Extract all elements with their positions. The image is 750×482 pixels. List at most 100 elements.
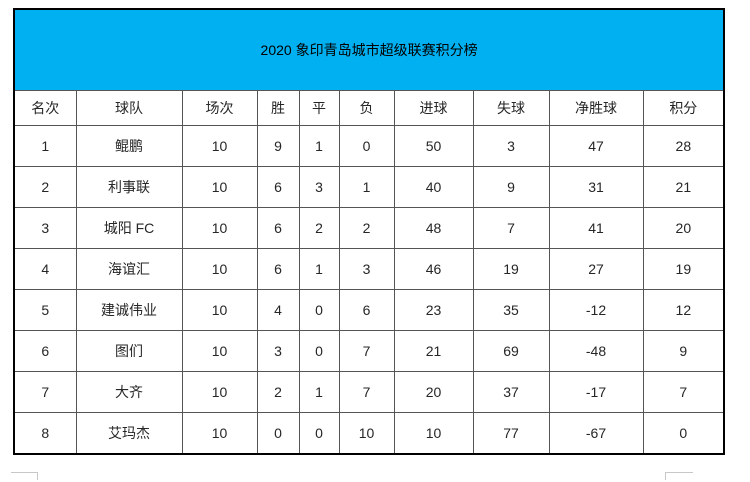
cell-rank: 1: [13, 125, 77, 167]
cell-goals-for: 21: [393, 330, 474, 372]
table-row: 4 海谊汇 10 6 1 3 46 19 27 19: [13, 248, 725, 290]
cell-goal-diff: 47: [548, 125, 644, 167]
column-header-points: 积分: [642, 90, 725, 126]
cell-losses: 1: [338, 166, 395, 208]
cell-rank: 5: [13, 289, 77, 331]
cell-losses: 0: [338, 125, 395, 167]
table-row: 5 建诚伟业 10 4 0 6 23 35 -12 12: [13, 289, 725, 331]
cell-rank: 7: [13, 371, 77, 413]
cell-losses: 7: [338, 330, 395, 372]
cell-played: 10: [181, 371, 258, 413]
cell-team: 鲲鹏: [75, 125, 183, 167]
cell-goal-diff: 31: [548, 166, 644, 208]
cell-played: 10: [181, 412, 258, 455]
cell-draws: 0: [298, 412, 340, 455]
column-header-draws: 平: [298, 90, 340, 126]
column-header-row: 名次 球队 场次 胜 平 负 进球 失球 净胜球 积分: [13, 90, 725, 126]
column-header-team: 球队: [75, 90, 183, 126]
text-boundary-corner-mark-left: [11, 472, 38, 480]
cell-rank: 8: [13, 412, 77, 455]
cell-losses: 2: [338, 207, 395, 249]
cell-wins: 4: [256, 289, 300, 331]
cell-goals-for: 50: [393, 125, 474, 167]
cell-goal-diff: -17: [548, 371, 644, 413]
cell-goal-diff: -12: [548, 289, 644, 331]
cell-played: 10: [181, 207, 258, 249]
cell-points: 21: [642, 166, 725, 208]
cell-goal-diff: -67: [548, 412, 644, 455]
table-row: 2 利事联 10 6 3 1 40 9 31 21: [13, 166, 725, 208]
column-header-losses: 负: [338, 90, 395, 126]
cell-team: 图们: [75, 330, 183, 372]
cell-wins: 2: [256, 371, 300, 413]
cell-losses: 7: [338, 371, 395, 413]
cell-goals-against: 77: [472, 412, 550, 455]
table-title: 2020 象印青岛城市超级联赛积分榜: [13, 8, 725, 91]
cell-team: 海谊汇: [75, 248, 183, 290]
column-header-goals-for: 进球: [393, 90, 474, 126]
cell-goals-against: 35: [472, 289, 550, 331]
cell-goal-diff: -48: [548, 330, 644, 372]
cell-points: 7: [642, 371, 725, 413]
cell-draws: 3: [298, 166, 340, 208]
cell-goals-for: 46: [393, 248, 474, 290]
cell-played: 10: [181, 125, 258, 167]
table-row: 6 图们 10 3 0 7 21 69 -48 9: [13, 330, 725, 372]
cell-wins: 6: [256, 207, 300, 249]
table-row: 3 城阳 FC 10 6 2 2 48 7 41 20: [13, 207, 725, 249]
cell-team: 艾玛杰: [75, 412, 183, 455]
cell-goal-diff: 41: [548, 207, 644, 249]
column-header-wins: 胜: [256, 90, 300, 126]
cell-goals-for: 40: [393, 166, 474, 208]
table-row: 8 艾玛杰 10 0 0 10 10 77 -67 0: [13, 412, 725, 455]
cell-wins: 6: [256, 166, 300, 208]
cell-wins: 6: [256, 248, 300, 290]
table-row: 1 鲲鹏 10 9 1 0 50 3 47 28: [13, 125, 725, 167]
column-header-played: 场次: [181, 90, 258, 126]
cell-points: 0: [642, 412, 725, 455]
cell-team: 大齐: [75, 371, 183, 413]
cell-rank: 4: [13, 248, 77, 290]
cell-draws: 2: [298, 207, 340, 249]
cell-goals-for: 23: [393, 289, 474, 331]
title-row: 2020 象印青岛城市超级联赛积分榜: [13, 8, 725, 91]
cell-draws: 0: [298, 289, 340, 331]
cell-draws: 1: [298, 371, 340, 413]
cell-played: 10: [181, 166, 258, 208]
cell-points: 9: [642, 330, 725, 372]
cell-losses: 3: [338, 248, 395, 290]
cell-goals-against: 69: [472, 330, 550, 372]
cell-goals-against: 3: [472, 125, 550, 167]
column-header-goals-against: 失球: [472, 90, 550, 126]
text-boundary-corner-mark-right: [665, 472, 693, 480]
cell-points: 20: [642, 207, 725, 249]
cell-goals-against: 37: [472, 371, 550, 413]
cell-losses: 10: [338, 412, 395, 455]
column-header-goal-diff: 净胜球: [548, 90, 644, 126]
cell-wins: 0: [256, 412, 300, 455]
cell-goals-against: 9: [472, 166, 550, 208]
cell-goals-for: 20: [393, 371, 474, 413]
cell-team: 建诚伟业: [75, 289, 183, 331]
cell-draws: 0: [298, 330, 340, 372]
table-row: 7 大齐 10 2 1 7 20 37 -17 7: [13, 371, 725, 413]
cell-played: 10: [181, 248, 258, 290]
cell-played: 10: [181, 330, 258, 372]
cell-wins: 3: [256, 330, 300, 372]
cell-goals-against: 19: [472, 248, 550, 290]
cell-points: 28: [642, 125, 725, 167]
cell-goal-diff: 27: [548, 248, 644, 290]
cell-points: 12: [642, 289, 725, 331]
cell-rank: 6: [13, 330, 77, 372]
cell-points: 19: [642, 248, 725, 290]
cell-goals-for: 10: [393, 412, 474, 455]
cell-rank: 3: [13, 207, 77, 249]
cell-wins: 9: [256, 125, 300, 167]
cell-team: 利事联: [75, 166, 183, 208]
cell-goals-for: 48: [393, 207, 474, 249]
cell-rank: 2: [13, 166, 77, 208]
cell-played: 10: [181, 289, 258, 331]
cell-draws: 1: [298, 248, 340, 290]
column-header-rank: 名次: [13, 90, 77, 126]
cell-team: 城阳 FC: [75, 207, 183, 249]
